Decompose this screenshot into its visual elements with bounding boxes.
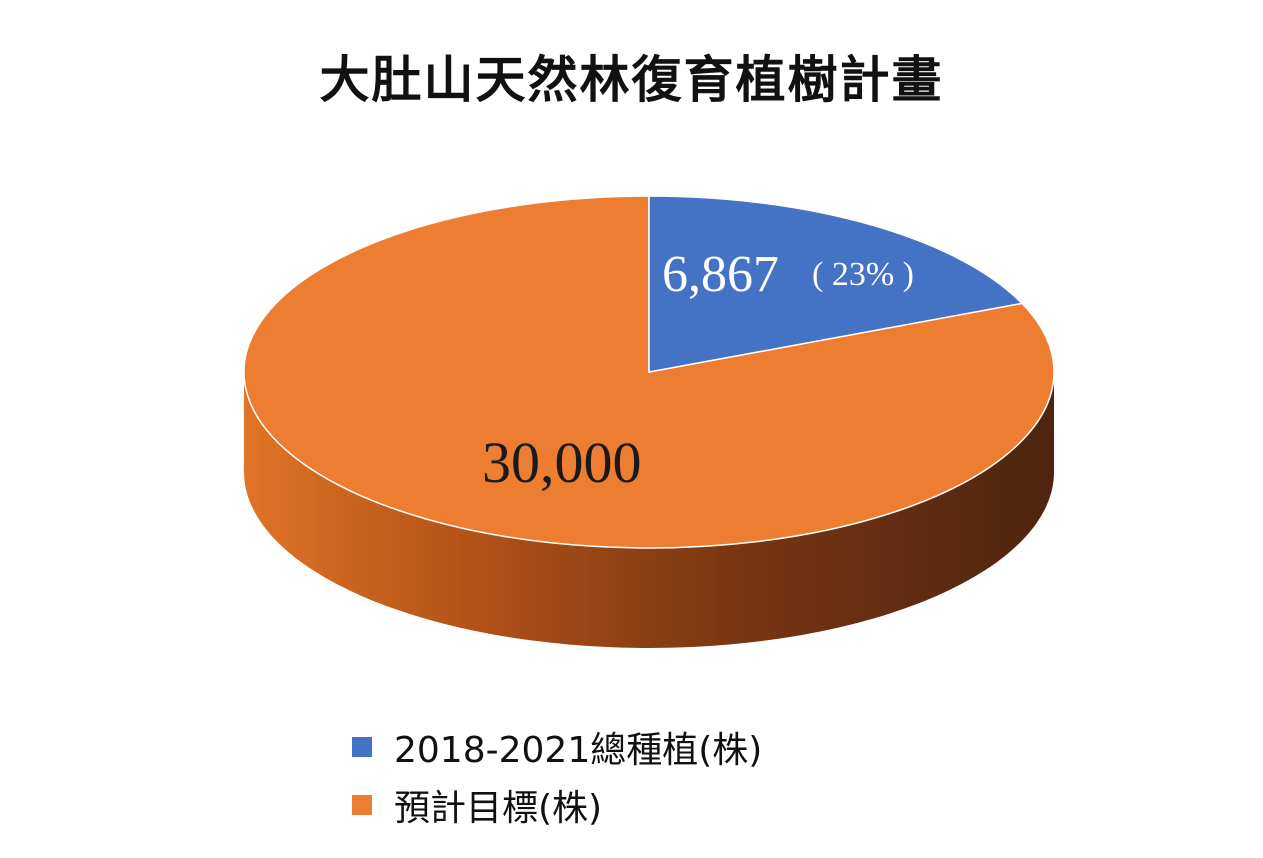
chart-title: 大肚山天然林復育植樹計畫 bbox=[319, 51, 944, 109]
legend-label-planted: 2018-2021總種植(株) bbox=[394, 730, 763, 771]
pie-side-wall bbox=[244, 372, 1054, 648]
pie-slice-planted bbox=[648, 195, 1024, 373]
legend-item: 2018-2021總種植(株) bbox=[352, 718, 762, 776]
legend-item: 預計目標(株) bbox=[352, 776, 762, 834]
legend-swatch-planted bbox=[352, 737, 372, 757]
slice-label-planted-value: 6,867 bbox=[662, 246, 779, 303]
slice-label-target-value: 30,000 bbox=[482, 430, 642, 495]
legend-swatch-target bbox=[352, 795, 372, 815]
slice-label-planted-percent: ( 23% ) bbox=[812, 256, 914, 293]
legend-label-target: 預計目標(株) bbox=[394, 788, 603, 829]
chart-legend: 2018-2021總種植(株) 預計目標(株) bbox=[352, 718, 762, 834]
